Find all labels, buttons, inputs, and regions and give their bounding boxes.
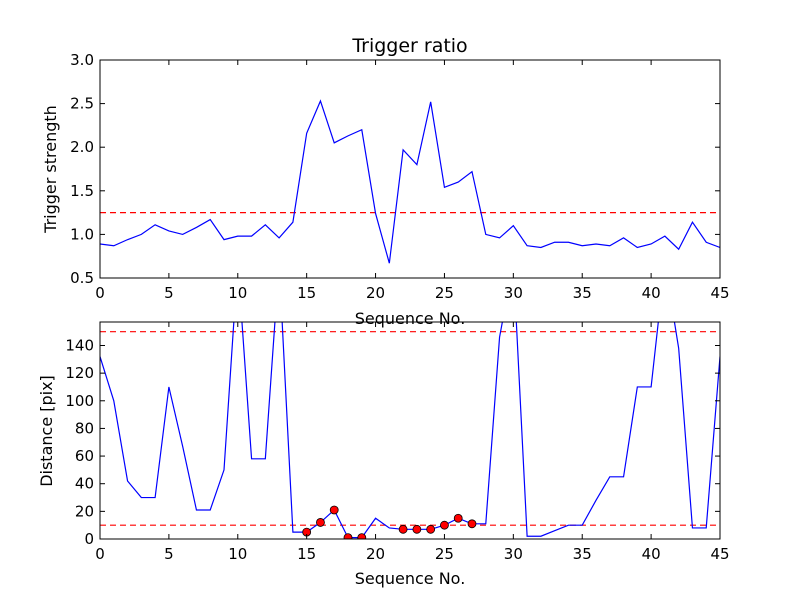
y-tick-label: 100 [65,392,94,410]
ticks: 0 5 10 15 20 25 30 35 40 45 0.5 1.0 1.5 2.0 2.5 3.0 [70,51,729,302]
ticks: 0 5 10 15 20 25 30 35 40 45 0 20 40 60 80 100 120 140 [65,322,730,563]
x-axis-label: Sequence No. [355,309,466,328]
y-axis-label: Trigger strength [41,105,60,234]
x-tick-label: 10 [228,545,247,563]
plot-area [100,322,720,539]
data-point-marker [426,524,436,534]
y-tick-label: 120 [65,364,94,382]
x-tick-label: 0 [95,284,105,302]
y-tick-label: 80 [75,419,94,437]
x-tick-label: 15 [297,545,316,563]
y-tick-label: 140 [65,336,94,354]
x-tick-label: 5 [164,284,174,302]
x-tick-label: 40 [642,545,661,563]
y-tick-label: 3.0 [70,51,94,69]
axes-frame [99,59,721,279]
y-tick-label: 1.0 [70,225,94,243]
x-tick-label: 45 [710,545,729,563]
y-tick-label: 0 [84,530,94,548]
distance-chart: 0 5 10 15 20 25 30 35 40 45 0 20 40 60 80 100 120 140 Seq… [37,321,730,588]
data-point-marker [440,520,449,530]
y-tick-label: 2.0 [70,138,94,156]
x-axis-label: Sequence No. [355,569,466,588]
y-tick-label: 60 [75,447,94,465]
x-tick-label: 0 [95,545,105,563]
x-tick-label: 5 [164,545,174,563]
x-tick-label: 30 [504,545,523,563]
x-tick-label: 10 [228,284,247,302]
series-line [100,322,720,539]
data-point-marker [343,533,353,539]
y-axis-label: Distance [pix] [37,375,56,487]
x-tick-label: 40 [642,284,661,302]
x-tick-label: 35 [573,545,592,563]
y-tick-label: 2.5 [70,95,94,113]
x-tick-label: 20 [366,545,385,563]
axes-frame [99,321,721,540]
x-tick-label: 15 [297,284,316,302]
x-tick-label: 30 [504,284,523,302]
y-tick-label: 0.5 [70,269,94,287]
plot-area [100,99,720,264]
chart-title: Trigger ratio [351,35,467,57]
y-tick-label: 20 [75,502,94,520]
series-line [100,99,720,264]
x-tick-label: 35 [573,284,592,302]
x-tick-label: 20 [366,284,385,302]
y-tick-label: 40 [75,475,94,493]
x-tick-label: 25 [435,545,454,563]
data-point-marker [398,524,408,534]
data-point-marker [316,518,325,527]
data-point-marker [453,513,463,523]
x-tick-label: 45 [710,284,729,302]
trigger-ratio-chart: Trigger ratio 0 5 10 15 20 25 30 35 40 45 0.5 1.0 1.… [41,35,730,328]
y-tick-label: 1.5 [70,182,94,200]
data-point-marker [412,524,422,534]
data-point-marker [467,519,477,529]
x-tick-label: 25 [435,284,454,302]
data-point-marker [357,533,367,539]
data-point-marker [329,505,339,515]
